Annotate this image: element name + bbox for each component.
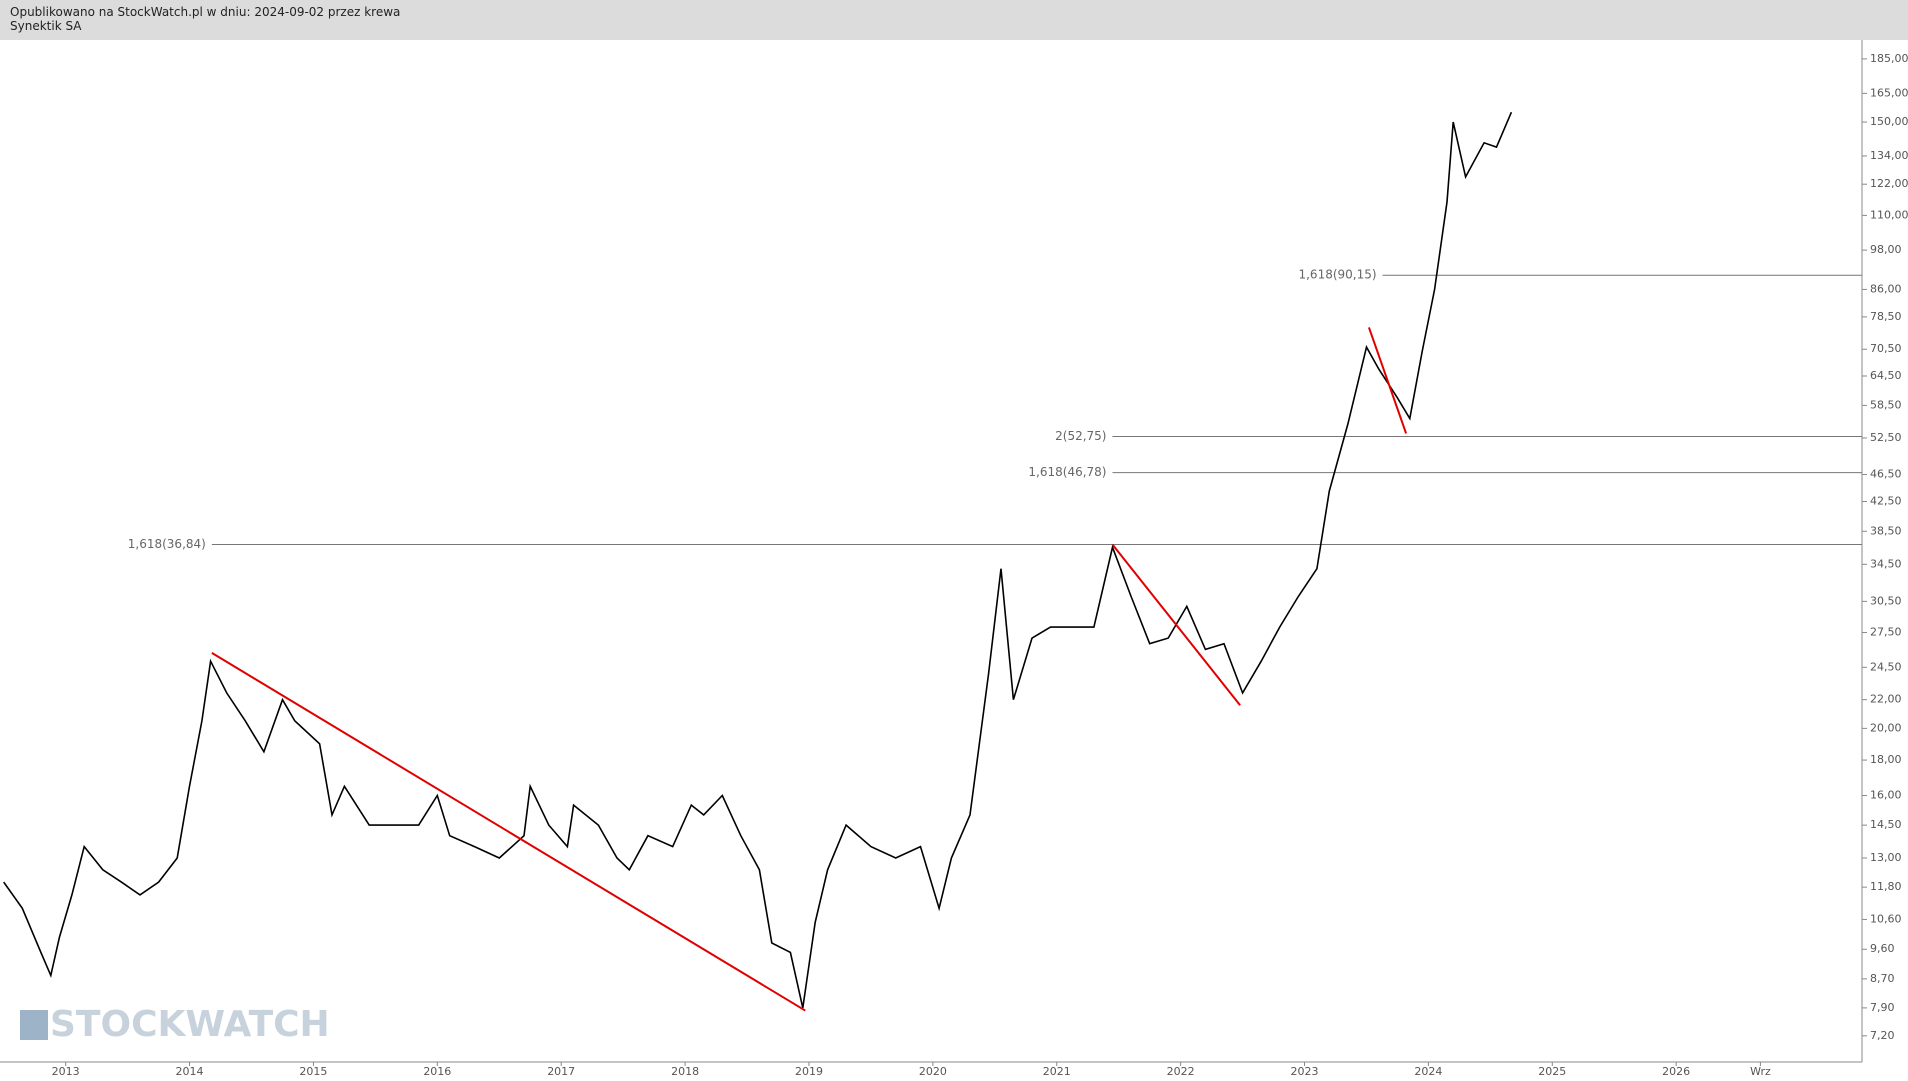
- y-tick-label: 7,20: [1870, 1029, 1895, 1042]
- x-tick-label: 2024: [1414, 1065, 1442, 1078]
- level-label: 1,618(46,78): [1028, 465, 1106, 479]
- y-tick-label: 42,50: [1870, 495, 1902, 508]
- header: Opublikowano na StockWatch.pl w dniu: 20…: [0, 0, 1908, 40]
- x-tick-label: 2014: [176, 1065, 204, 1078]
- y-tick-label: 165,00: [1870, 86, 1908, 99]
- y-tick-label: 86,00: [1870, 282, 1902, 295]
- y-tick-label: 70,50: [1870, 342, 1902, 355]
- x-tick-label: 2021: [1043, 1065, 1071, 1078]
- y-tick-label: 13,00: [1870, 851, 1902, 864]
- trend-line: [211, 652, 806, 1012]
- y-tick-label: 98,00: [1870, 243, 1902, 256]
- level-label: 1,618(90,15): [1298, 268, 1376, 282]
- y-tick-label: 22,00: [1870, 693, 1902, 706]
- y-tick-label: 14,50: [1870, 818, 1902, 831]
- x-tick-label: 2013: [52, 1065, 80, 1078]
- y-tick-label: 64,50: [1870, 369, 1902, 382]
- y-tick-label: 58,50: [1870, 398, 1902, 411]
- header-line: Synektik SA: [10, 19, 82, 33]
- trend-line: [1111, 543, 1241, 706]
- x-tick-label: 2026: [1662, 1065, 1690, 1078]
- y-tick-label: 27,50: [1870, 626, 1902, 639]
- level-label: 1,618(36,84): [128, 537, 206, 551]
- y-tick-label: 134,00: [1870, 149, 1908, 162]
- x-tick-label: Wrz: [1750, 1065, 1771, 1078]
- x-tick-label: 2023: [1291, 1065, 1319, 1078]
- y-tick-label: 20,00: [1870, 721, 1902, 734]
- x-tick-label: 2020: [919, 1065, 947, 1078]
- y-tick-label: 122,00: [1870, 177, 1908, 190]
- y-tick-label: 11,80: [1870, 880, 1902, 893]
- y-tick-label: 78,50: [1870, 310, 1902, 323]
- trend-line: [1367, 327, 1408, 434]
- watermark: STOCKWATCH: [50, 1004, 330, 1045]
- y-tick-label: 150,00: [1870, 115, 1908, 128]
- x-tick-label: 2025: [1538, 1065, 1566, 1078]
- x-tick-label: 2022: [1167, 1065, 1195, 1078]
- y-tick-label: 52,50: [1870, 431, 1902, 444]
- y-tick-label: 9,60: [1870, 942, 1895, 955]
- y-tick-label: 8,70: [1870, 972, 1895, 985]
- y-tick-label: 38,50: [1870, 524, 1902, 537]
- x-tick-label: 2019: [795, 1065, 823, 1078]
- y-tick-label: 46,50: [1870, 467, 1902, 480]
- level-label: 2(52,75): [1055, 429, 1106, 443]
- y-tick-label: 7,90: [1870, 1001, 1895, 1014]
- price-line: [3, 111, 1513, 1009]
- y-tick-label: 30,50: [1870, 594, 1902, 607]
- x-tick-label: 2017: [547, 1065, 575, 1078]
- x-tick-label: 2018: [671, 1065, 699, 1078]
- x-tick-label: 2015: [299, 1065, 327, 1078]
- y-tick-label: 18,00: [1870, 753, 1902, 766]
- y-tick-label: 34,50: [1870, 557, 1902, 570]
- y-tick-label: 110,00: [1870, 208, 1908, 221]
- header-line: Opublikowano na StockWatch.pl w dniu: 20…: [10, 5, 401, 19]
- y-tick-label: 185,00: [1870, 52, 1908, 65]
- y-tick-label: 10,60: [1870, 912, 1902, 925]
- y-tick-label: 24,50: [1870, 660, 1902, 673]
- x-tick-label: 2016: [423, 1065, 451, 1078]
- y-tick-label: 16,00: [1870, 789, 1902, 802]
- logo-icon: [20, 1010, 48, 1040]
